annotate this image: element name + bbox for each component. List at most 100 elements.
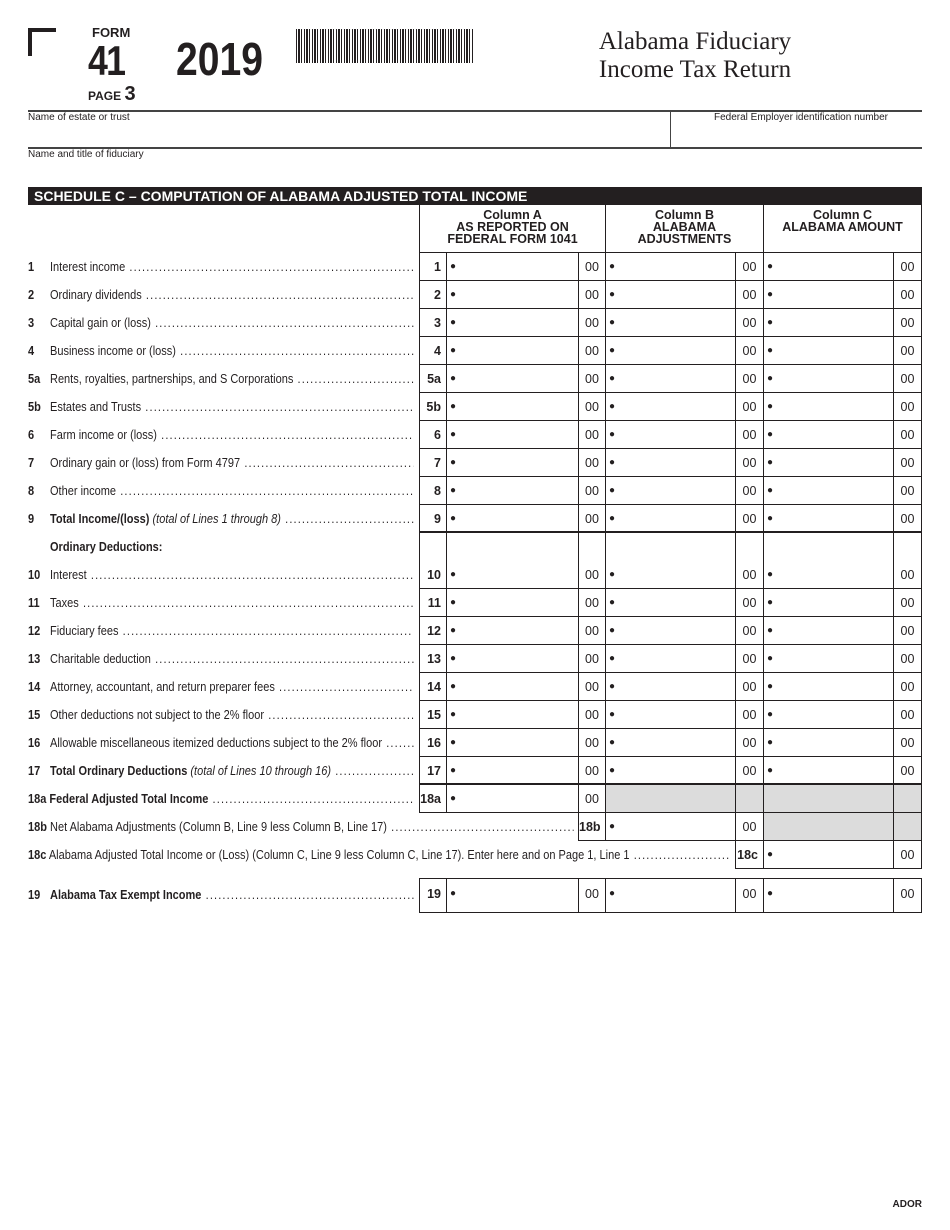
cents-col-a[interactable]: 00 (578, 757, 605, 785)
cents-col-a[interactable]: 00 (578, 309, 605, 337)
amount-input-col-a[interactable]: ● (446, 878, 578, 913)
amount-input-col-c[interactable]: ● (763, 393, 893, 421)
amount-input-col-a[interactable]: ● (446, 701, 578, 729)
amount-input-col-a[interactable]: ● (446, 253, 578, 281)
amount-input-col-c[interactable]: ● (763, 701, 893, 729)
amount-input-col-a[interactable]: ● (446, 729, 578, 757)
amount-input-col-c[interactable]: ● (763, 878, 893, 913)
cents-col-c[interactable]: 00 (893, 337, 922, 365)
amount-input-col-b[interactable]: ● (605, 309, 735, 337)
amount-input-col-c[interactable]: ● (763, 645, 893, 673)
cents-col-c[interactable]: 00 (893, 617, 922, 645)
cents-col-c[interactable]: 00 (893, 449, 922, 477)
cents-col-b[interactable]: 00 (735, 813, 763, 841)
cents-col-c[interactable]: 00 (893, 477, 922, 505)
cents-col-b[interactable]: 00 (735, 645, 763, 673)
amount-input-col-b[interactable]: ● (605, 281, 735, 309)
amount-input-col-c[interactable]: ● (763, 729, 893, 757)
amount-input-col-a[interactable]: ● (446, 281, 578, 309)
amount-input-col-b[interactable]: ● (605, 673, 735, 701)
amount-input-col-c[interactable]: ● (763, 477, 893, 505)
cents-col-c[interactable]: 00 (893, 645, 922, 673)
cents-col-a[interactable]: 00 (578, 673, 605, 701)
cents-col-b[interactable]: 00 (735, 505, 763, 533)
amount-input-col-c[interactable]: ● (763, 841, 893, 869)
cents-col-c[interactable]: 00 (893, 365, 922, 393)
cents-col-b[interactable]: 00 (735, 449, 763, 477)
cents-col-c[interactable]: 00 (893, 729, 922, 757)
cents-col-c[interactable]: 00 (893, 505, 922, 533)
cents-col-a[interactable]: 00 (578, 785, 605, 813)
cents-col-b[interactable]: 00 (735, 561, 763, 589)
amount-input-col-b[interactable]: ● (605, 421, 735, 449)
amount-input-col-b[interactable]: ● (605, 813, 735, 841)
fein-input[interactable] (674, 124, 924, 148)
amount-input-col-b[interactable]: ● (605, 617, 735, 645)
amount-input-col-a[interactable]: ● (446, 673, 578, 701)
amount-input-col-b[interactable]: ● (605, 729, 735, 757)
amount-input-col-c[interactable]: ● (763, 673, 893, 701)
cents-col-a[interactable]: 00 (578, 337, 605, 365)
cents-col-a[interactable]: 00 (578, 505, 605, 533)
cents-col-b[interactable]: 00 (735, 673, 763, 701)
amount-input-col-a[interactable]: ● (446, 449, 578, 477)
cents-col-b[interactable]: 00 (735, 589, 763, 617)
amount-input-col-b[interactable]: ● (605, 393, 735, 421)
amount-input-col-a[interactable]: ● (446, 785, 578, 813)
cents-col-a[interactable]: 00 (578, 589, 605, 617)
cents-col-c[interactable]: 00 (893, 589, 922, 617)
cents-col-b[interactable]: 00 (735, 757, 763, 785)
amount-input-col-c[interactable]: ● (763, 561, 893, 589)
cents-col-a[interactable]: 00 (578, 645, 605, 673)
amount-input-col-b[interactable]: ● (605, 505, 735, 533)
cents-col-a[interactable]: 00 (578, 449, 605, 477)
amount-input-col-b[interactable]: ● (605, 365, 735, 393)
amount-input-col-a[interactable]: ● (446, 309, 578, 337)
cents-col-a[interactable]: 00 (578, 701, 605, 729)
fiduciary-input[interactable] (28, 160, 922, 184)
amount-input-col-b[interactable]: ● (605, 477, 735, 505)
amount-input-col-c[interactable]: ● (763, 309, 893, 337)
amount-input-col-b[interactable]: ● (605, 253, 735, 281)
cents-col-b[interactable]: 00 (735, 421, 763, 449)
amount-input-col-c[interactable]: ● (763, 421, 893, 449)
cents-col-b[interactable]: 00 (735, 253, 763, 281)
amount-input-col-b[interactable]: ● (605, 645, 735, 673)
cents-col-b[interactable]: 00 (735, 729, 763, 757)
cents-col-a[interactable]: 00 (578, 421, 605, 449)
amount-input-col-b[interactable]: ● (605, 878, 735, 913)
cents-col-c[interactable]: 00 (893, 561, 922, 589)
cents-col-c[interactable]: 00 (893, 701, 922, 729)
cents-col-b[interactable]: 00 (735, 365, 763, 393)
amount-input-col-c[interactable]: ● (763, 337, 893, 365)
amount-input-col-c[interactable]: ● (763, 365, 893, 393)
cents-col-a[interactable]: 00 (578, 561, 605, 589)
cents-col-a[interactable]: 00 (578, 477, 605, 505)
cents-col-b[interactable]: 00 (735, 878, 763, 913)
cents-col-b[interactable]: 00 (735, 281, 763, 309)
cents-col-c[interactable]: 00 (893, 281, 922, 309)
amount-input-col-c[interactable]: ● (763, 617, 893, 645)
amount-input-col-a[interactable]: ● (446, 365, 578, 393)
cents-col-b[interactable]: 00 (735, 309, 763, 337)
amount-input-col-b[interactable]: ● (605, 449, 735, 477)
amount-input-col-a[interactable]: ● (446, 421, 578, 449)
amount-input-col-a[interactable]: ● (446, 477, 578, 505)
cents-col-a[interactable]: 00 (578, 281, 605, 309)
amount-input-col-a[interactable]: ● (446, 561, 578, 589)
amount-input-col-b[interactable]: ● (605, 589, 735, 617)
cents-col-a[interactable]: 00 (578, 878, 605, 913)
amount-input-col-c[interactable]: ● (763, 281, 893, 309)
amount-input-col-a[interactable]: ● (446, 337, 578, 365)
cents-col-a[interactable]: 00 (578, 617, 605, 645)
cents-col-b[interactable]: 00 (735, 701, 763, 729)
cents-col-c[interactable]: 00 (893, 253, 922, 281)
cents-col-a[interactable]: 00 (578, 393, 605, 421)
amount-input-col-c[interactable]: ● (763, 589, 893, 617)
amount-input-col-b[interactable]: ● (605, 561, 735, 589)
cents-col-c[interactable]: 00 (893, 421, 922, 449)
cents-col-a[interactable]: 00 (578, 365, 605, 393)
cents-col-a[interactable]: 00 (578, 729, 605, 757)
amount-input-col-b[interactable]: ● (605, 757, 735, 785)
name-estate-input[interactable] (28, 124, 672, 148)
